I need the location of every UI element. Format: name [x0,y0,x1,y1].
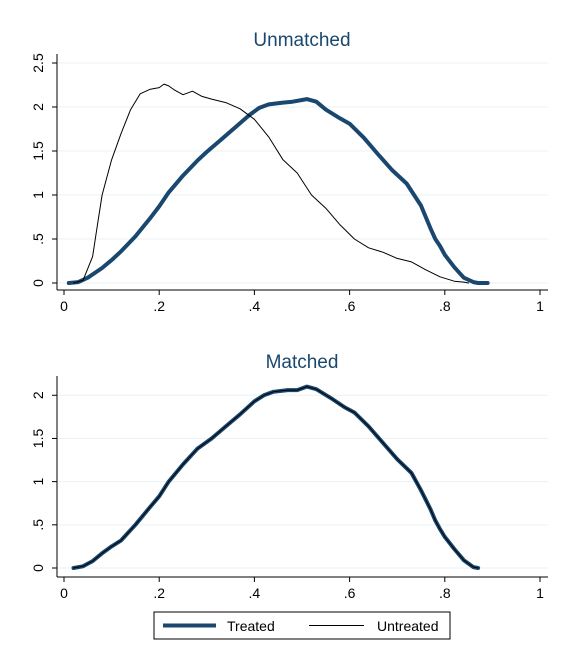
matched-title: Matched [266,352,339,373]
unmatched-y-tick-label-4: 2 [30,103,46,111]
matched-y-tick-label-1: .5 [30,519,46,531]
unmatched-axes: 0 .5 1 1.5 2 2.5 0 .2 .4 .6 .8 1 [30,53,548,314]
unmatched-panel: Unmatched 0 .5 1 1.5 2 2.5 0 .2 .4 .6 .8 1 [30,30,548,314]
unmatched-x-tick-label-0: 0 [60,298,68,314]
unmatched-y-tick-label-3: 1.5 [30,141,46,161]
unmatched-x-tick-label-1: .2 [153,298,165,314]
unmatched-y-tick-label-5: 2.5 [30,53,46,73]
matched-x-tick-label-3: .6 [344,585,356,601]
matched-y-tick-label-4: 2 [30,391,46,399]
unmatched-y-tick-label-2: 1 [30,191,46,199]
unmatched-x-tick-label-2: .4 [249,298,261,314]
unmatched-series-untreated-line [73,83,470,284]
unmatched-y-tick-label-1: .5 [30,233,46,245]
matched-x-tick-label-4: .8 [439,585,451,601]
unmatched-series-lines [66,83,490,285]
unmatched-series-treated-line [66,97,490,285]
matched-x-tick-label-5: 1 [536,585,544,601]
unmatched-title: Unmatched [253,30,350,51]
matched-panel: Matched 0 .5 1 1.5 2 0 .2 .4 .6 .8 1 [30,352,548,601]
matched-gridlines [58,394,548,569]
matched-x-tick-label-1: .2 [153,585,165,601]
unmatched-x-tick-label-3: .6 [344,298,356,314]
matched-x-tick-label-0: 0 [60,585,68,601]
matched-series-lines [71,384,481,570]
matched-y-tick-label-2: 1 [30,478,46,486]
unmatched-x-tick-label-4: .8 [439,298,451,314]
matched-y-tick-label-3: 1.5 [30,429,46,449]
legend: Treated Untreated [153,611,451,640]
matched-series-untreated-line [73,386,479,569]
matched-y-tick-label-0: 0 [30,564,46,572]
legend-label-treated: Treated [227,618,275,634]
unmatched-y-tick-label-0: 0 [30,279,46,287]
unmatched-x-tick-label-5: 1 [536,298,544,314]
matched-axes: 0 .5 1 1.5 2 0 .2 .4 .6 .8 1 [30,376,548,601]
legend-label-untreated: Untreated [377,618,438,634]
matched-x-tick-label-2: .4 [249,585,261,601]
